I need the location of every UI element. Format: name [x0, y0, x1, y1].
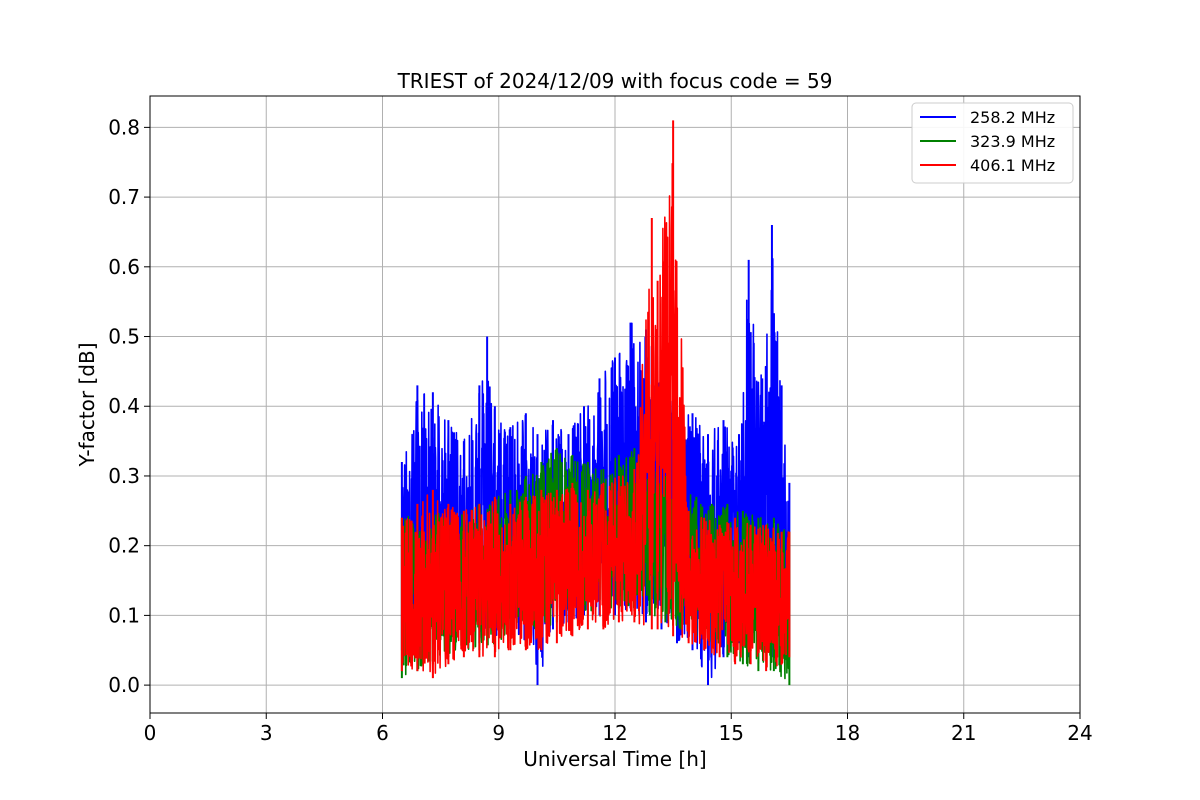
y-tick-label: 0.3 — [108, 464, 140, 488]
x-axis-label: Universal Time [h] — [523, 747, 706, 771]
y-tick-label: 0.2 — [108, 534, 140, 558]
series-406-1-mhz — [400, 120, 791, 679]
y-tick-label: 0.7 — [108, 185, 140, 209]
legend-box — [911, 102, 1074, 184]
series-line — [401, 162, 791, 679]
y-tick-label: 0.1 — [108, 603, 140, 627]
y-tick-label: 0.5 — [108, 325, 140, 349]
x-tick-label: 9 — [492, 721, 505, 745]
series-layer — [400, 120, 791, 686]
x-tick-label: 18 — [835, 721, 860, 745]
x-tick-label: 24 — [1067, 721, 1092, 745]
y-tick-label: 0.4 — [108, 394, 140, 418]
x-tick-label: 3 — [260, 721, 273, 745]
x-tick-label: 15 — [719, 721, 744, 745]
x-axis: 0 3 6 9 12 15 18 21 24 — [144, 713, 1093, 745]
legend-label: 406.1 MHz — [970, 156, 1055, 175]
y-tick-label: 0.0 — [108, 673, 140, 697]
y-axis: 0.0 0.1 0.2 0.3 0.4 0.5 0.6 0.7 0.8 — [108, 115, 150, 697]
legend-label: 323.9 MHz — [970, 132, 1055, 151]
x-tick-label: 21 — [951, 721, 976, 745]
y-tick-label: 0.6 — [108, 255, 140, 279]
y-tick-label: 0.8 — [108, 115, 140, 139]
legend-label: 258.2 MHz — [970, 108, 1055, 127]
chart-title: TRIEST of 2024/12/09 with focus code = 5… — [397, 69, 833, 93]
x-tick-label: 0 — [144, 721, 157, 745]
legend: 258.2 MHz 323.9 MHz 406.1 MHz — [911, 102, 1074, 184]
x-tick-label: 12 — [602, 721, 627, 745]
y-axis-label: Y-factor [dB] — [75, 342, 99, 467]
x-tick-label: 6 — [376, 721, 389, 745]
